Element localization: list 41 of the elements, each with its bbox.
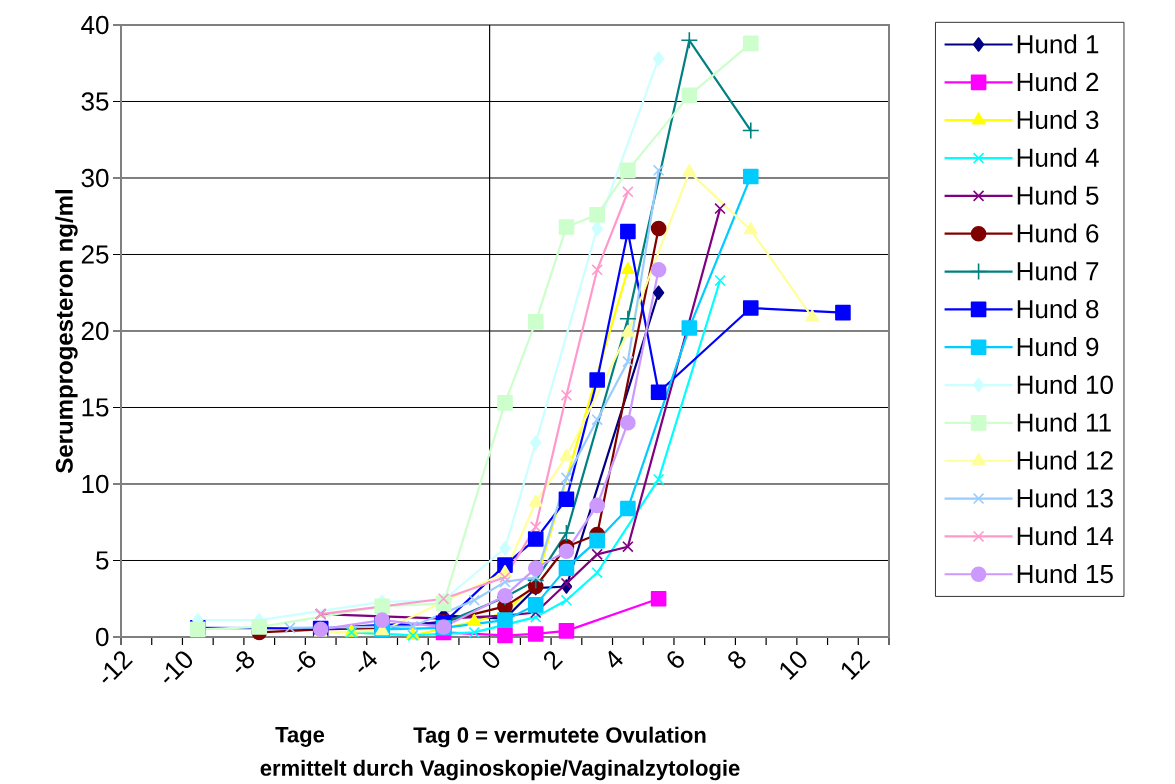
x-tick-label: -10 (163, 651, 193, 683)
legend-label: Hund 5 (1017, 185, 1099, 205)
text: Tag 0 = vermutete Ovulation (413, 726, 706, 748)
legend-label: Hund 10 (1017, 375, 1113, 395)
x-tick-label: -2 (419, 651, 441, 673)
x-tick-label: -4 (358, 650, 378, 673)
legend-label: Hund 4 (1017, 148, 1099, 168)
x-tick-label: 0 (482, 651, 500, 669)
legend-label: Hund 7 (1017, 261, 1099, 281)
text: ermittelt durch Vaginoskopie/Vaginalzytologie (260, 759, 740, 781)
x-tick-label: 10 (780, 651, 807, 681)
legend-label: Hund 1 (1017, 34, 1099, 54)
legend-label: Hund 11 (1017, 412, 1111, 433)
legend-label: Hund 13 (1017, 488, 1113, 508)
legend-label: Hund 9 (1017, 337, 1099, 357)
y-tick-label: 40 (81, 15, 109, 35)
y-tick-label: 10 (82, 474, 109, 494)
x-tick-label: 12 (841, 651, 871, 681)
y-tick-label: 20 (81, 321, 109, 341)
legend-label: Hund 8 (1017, 299, 1099, 319)
x-tick-label: -8 (235, 651, 255, 673)
y-tick-label: 25 (81, 245, 109, 264)
legend-label: Hund 12 (1017, 450, 1113, 470)
x-tick-label: -12 (102, 651, 133, 683)
legend-label: Hund 2 (1017, 72, 1099, 92)
x-tick-label: -6 (297, 651, 316, 673)
legend-label: Hund 6 (1017, 223, 1099, 243)
x-tick-label: 2 (544, 651, 563, 671)
y-tick-label: 30 (81, 168, 109, 188)
y-tick-label: 35 (81, 92, 109, 111)
x-tick-label: 6 (667, 651, 684, 668)
x-axis-title: Tage (275, 727, 325, 748)
y-axis-title: Serumprogesteron ng/ml (55, 190, 78, 474)
y-tick-label: 15 (82, 398, 109, 417)
y-tick-label: 5 (96, 551, 109, 570)
legend-label: Hund 14 (1017, 526, 1114, 546)
x-tick-label: 8 (728, 651, 746, 669)
x-tick-label: 4 (608, 650, 623, 668)
y-tick-label: 0 (96, 627, 109, 647)
legend-label: Hund 3 (1017, 110, 1099, 130)
legend-label: Hund 15 (1017, 564, 1113, 584)
